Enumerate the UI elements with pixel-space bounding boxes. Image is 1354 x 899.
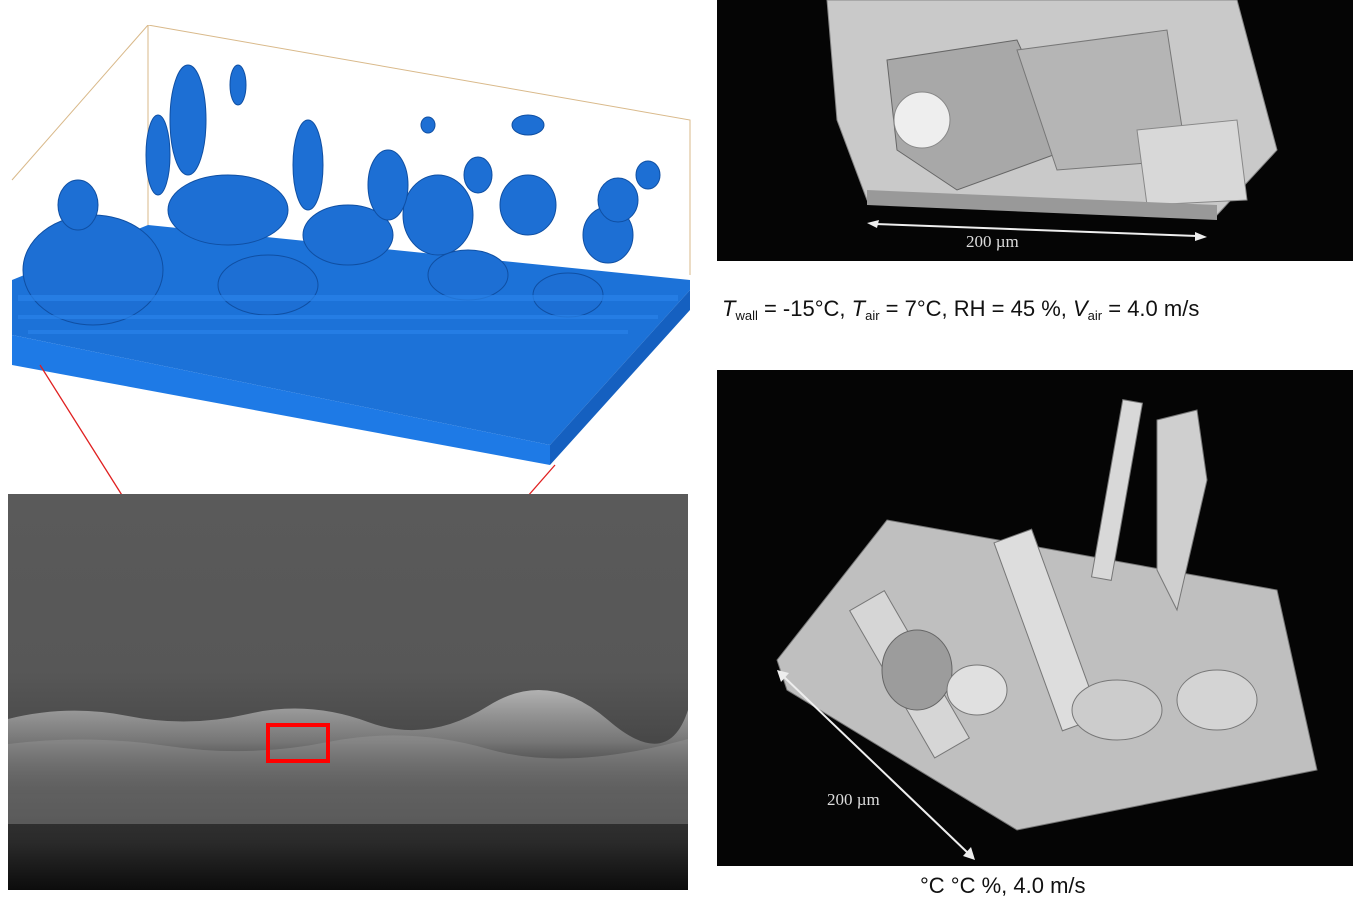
frost-base-slab <box>12 225 690 445</box>
bottom-ct-crystals <box>776 399 1318 831</box>
caption-1-air-sub-2: air <box>1087 308 1103 323</box>
caption-1-V-air: V <box>1072 296 1088 321</box>
caption-1-T-air: T <box>851 296 866 321</box>
top-scale-label: 200 µm <box>966 232 1019 251</box>
caption-1-wall-sub: wall <box>735 308 758 323</box>
bottom-ct-render: 200 µm <box>717 370 1353 866</box>
top-ct-crystals <box>826 0 1278 220</box>
zoom-highlight-box <box>266 723 330 763</box>
bottom-scale-arrow <box>777 670 975 860</box>
frost-base-side <box>550 290 690 465</box>
caption-1-eq1: = -15°C, <box>757 296 852 321</box>
caption-1-T-wall: T <box>722 296 736 321</box>
top-ct-render: 200 µm <box>717 0 1353 261</box>
bounding-box-outline <box>11 25 691 275</box>
frost-crystals <box>22 64 661 326</box>
blue-3d-frost-render <box>11 25 691 465</box>
condition-caption-1: Twall = -15°C, Tair = 7°C, RH = 45 %, Va… <box>722 296 1199 322</box>
caption-1-air-sub: air <box>865 308 880 323</box>
caption-1-eq3: = 4.0 m/s <box>1102 296 1200 321</box>
top-scale-arrow <box>867 220 1207 241</box>
frost-layer-texture <box>8 689 688 824</box>
microscope-frost-photo <box>8 494 688 890</box>
frost-texture <box>18 295 678 334</box>
bottom-scale-label: 200 µm <box>827 790 880 809</box>
condition-caption-2-partial: °C °C %, 4.0 m/s <box>920 873 1086 898</box>
caption-1-eq2: = 7°C, RH = 45 %, <box>879 296 1073 321</box>
